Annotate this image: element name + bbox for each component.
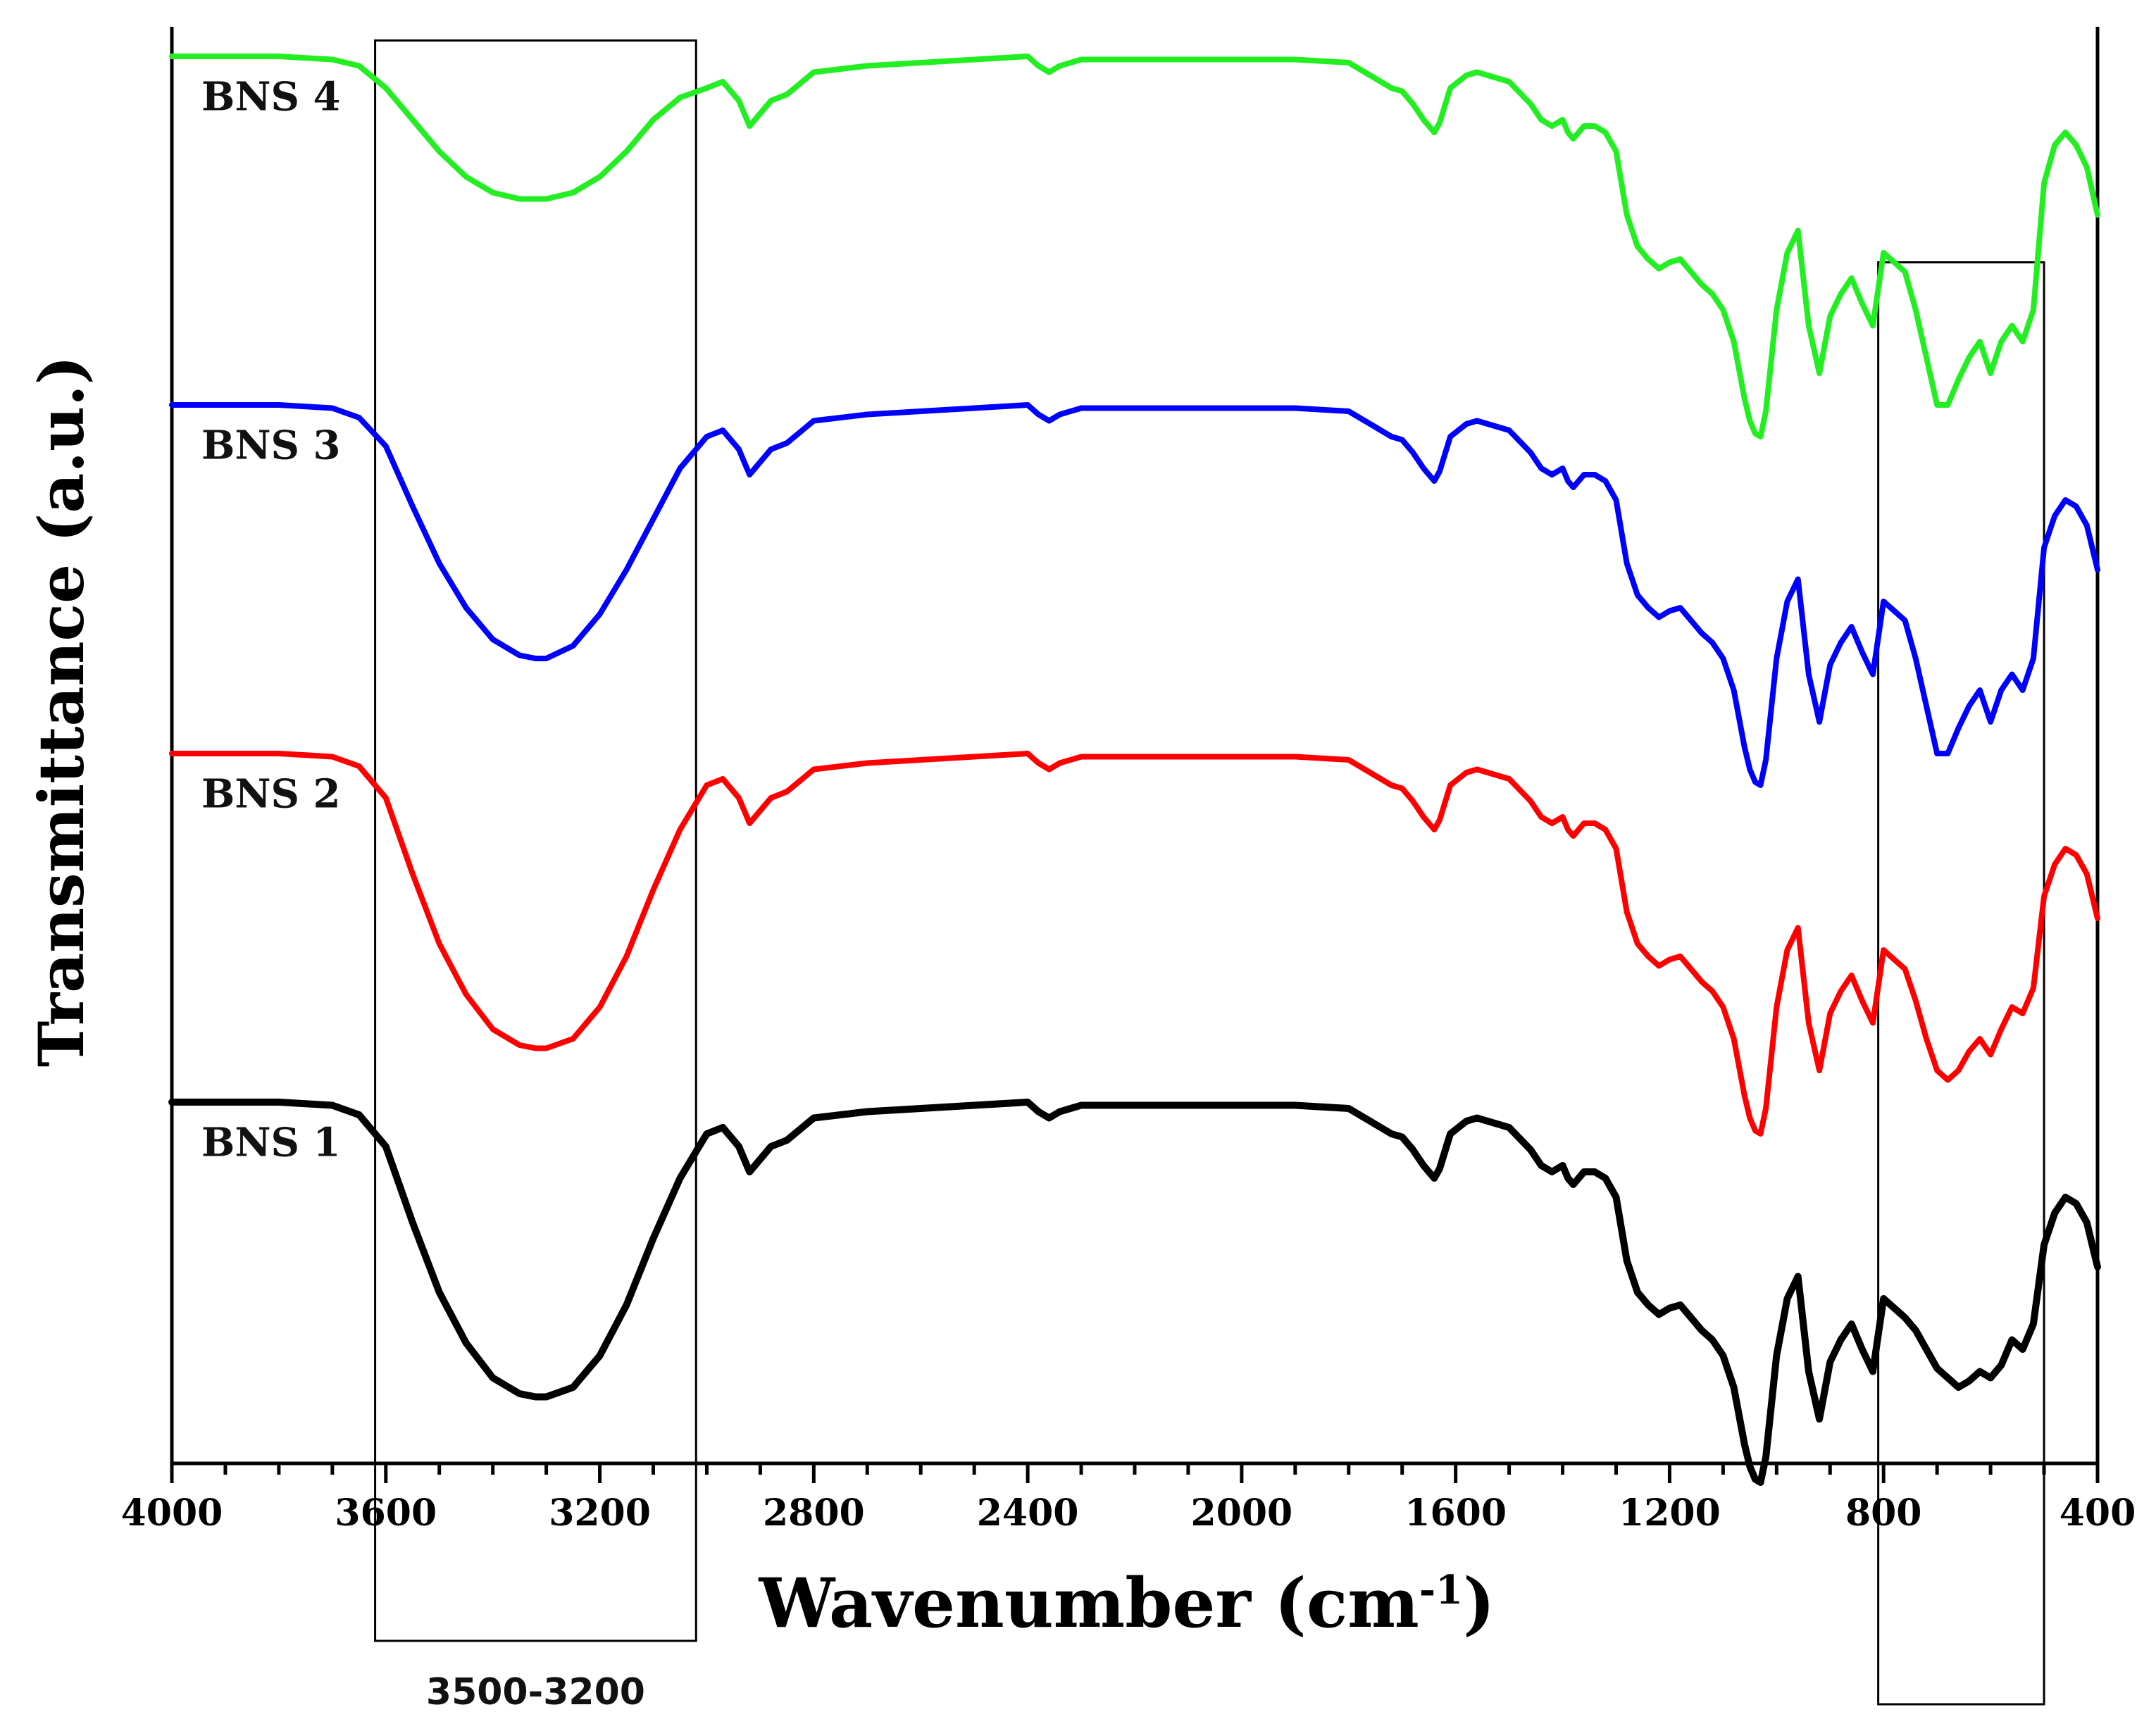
x-tick-label: 2000	[1191, 1492, 1293, 1535]
annotation-label-1: 3500-3200	[426, 1671, 645, 1712]
x-tick-label: 1600	[1404, 1492, 1507, 1535]
x-tick-label: 3600	[335, 1492, 437, 1535]
x-axis-title-close: )	[1463, 1563, 1495, 1643]
series-labels: BNS 1 BNS 2 BNS 3 BNS 4	[201, 74, 340, 1166]
y-axis-title: Transmittance (a.u.)	[25, 356, 98, 1068]
series-line-bns-3	[169, 402, 2100, 788]
series-line-bns-2	[169, 751, 2100, 1137]
x-axis-title: Wavenumber (cm-1)	[759, 1563, 1495, 1643]
x-tick-label: 2800	[763, 1492, 865, 1535]
series-line-bns-4	[169, 54, 2100, 439]
x-tick-label: 400	[2060, 1492, 2136, 1535]
series-label-bns-3: BNS 3	[201, 423, 340, 469]
series-label-bns-2: BNS 2	[201, 771, 340, 818]
annotation-labels: 3500-3200800-600	[426, 1671, 645, 1712]
x-axis-ticks	[170, 1463, 2100, 1483]
x-axis-title-superscript: -1	[1419, 1567, 1463, 1613]
series-line-bns-1	[168, 1099, 2101, 1486]
x-tick-label: 3200	[549, 1492, 651, 1535]
x-tick-label: 1200	[1619, 1492, 1721, 1535]
series-label-bns-4: BNS 4	[201, 74, 340, 120]
x-tick-label: 800	[1845, 1492, 1922, 1535]
x-tick-label: 2400	[977, 1492, 1079, 1535]
x-tick-label: 4000	[121, 1492, 223, 1535]
series-lines	[168, 54, 2101, 1486]
x-axis-tick-labels: 4000 3600 3200 2800 2400 2000 1600 1200 800 400	[121, 1492, 2136, 1535]
annotation-box-1	[374, 39, 697, 1642]
x-axis-title-main: Wavenumber (cm	[759, 1563, 1419, 1643]
series-label-bns-1: BNS 1	[201, 1120, 340, 1166]
